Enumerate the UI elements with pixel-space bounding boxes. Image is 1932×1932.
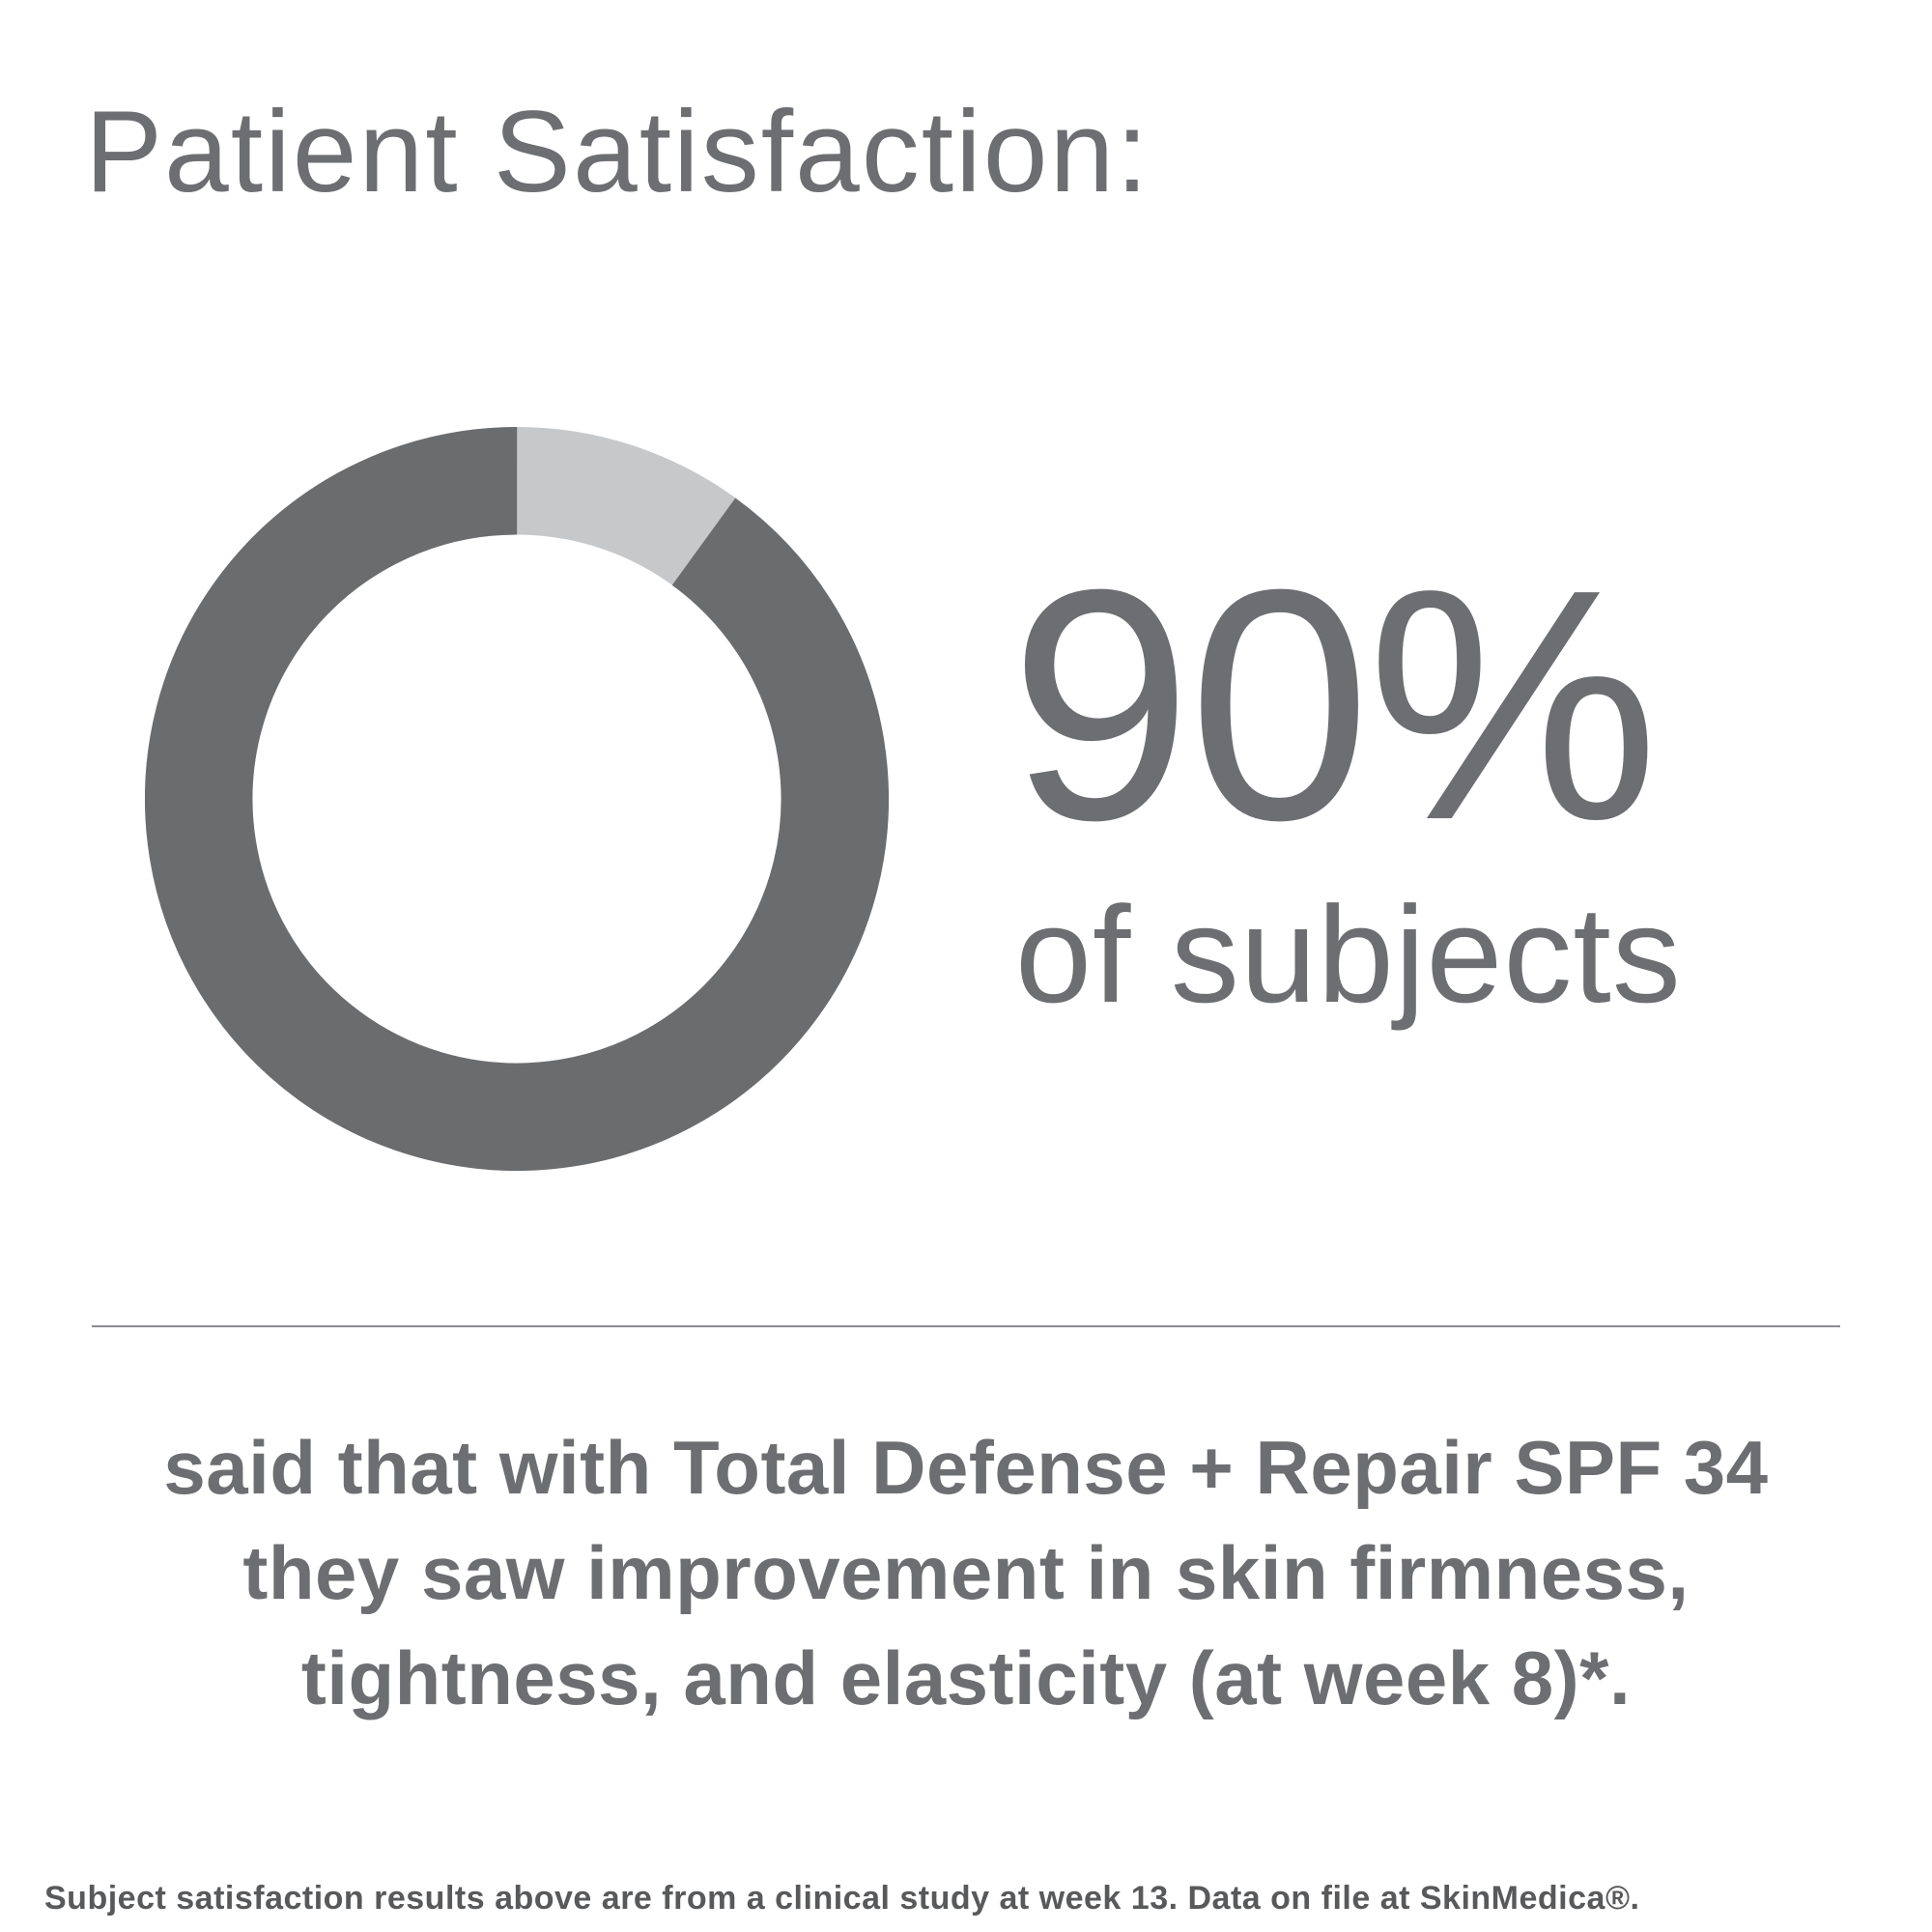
divider-line (92, 1325, 1840, 1327)
page-title: Patient Satisfaction: (85, 87, 1151, 216)
donut-svg (145, 427, 889, 1171)
stat-block: 90% of subjects (1009, 541, 1682, 1024)
stat-value: 90% (1009, 522, 1659, 889)
stat-label: of subjects (1015, 878, 1682, 1032)
donut-ring-value (145, 427, 889, 1171)
footnote: Subject satisfaction results above are f… (44, 1880, 1640, 1917)
donut-chart (145, 427, 889, 1171)
body-paragraph: said that with Total Defense + Repair SP… (163, 1425, 1769, 1721)
